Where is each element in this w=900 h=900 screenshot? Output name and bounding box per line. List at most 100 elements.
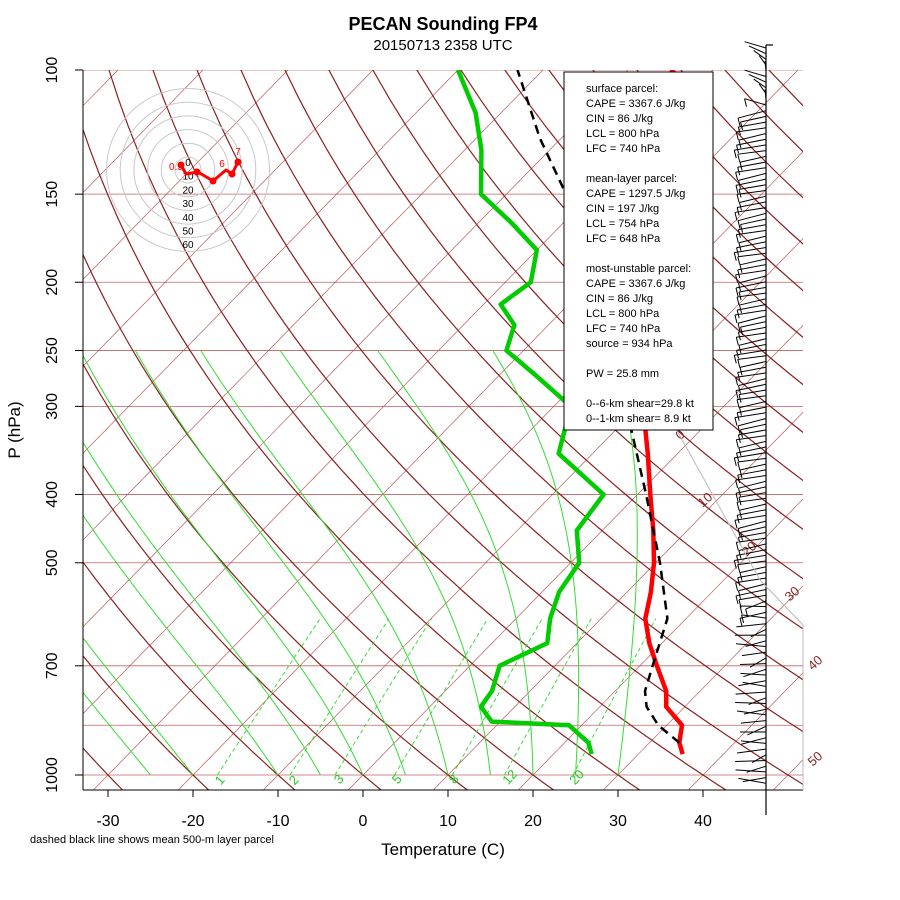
wind-barb [735,691,767,695]
dry-adiabat-label: 30 [782,583,803,604]
hodograph-ring [160,142,216,198]
wind-barb-flag [738,394,742,403]
wind-barb [738,184,767,190]
hodograph-ring-label: 50 [182,227,194,238]
isotherm-line [83,70,289,280]
wind-barb [737,264,767,271]
x-tick-label: 0 [359,813,368,830]
wind-barb [738,326,767,333]
dry-adiabat-label: 10 [695,489,716,510]
moist-adiabat [83,441,321,776]
wind-barb [736,643,767,647]
mixing-ratio-label: 5 [389,771,405,786]
wind-barb [744,69,767,77]
wind-barb-flag [735,582,739,591]
wind-barb [740,423,767,431]
isotherm-line [83,70,544,541]
dry-adiabat [196,70,803,733]
hodograph-point-label: 0.5 [169,162,183,173]
wind-barb [747,725,767,736]
wind-barb [740,740,767,744]
isotherm-line [83,70,374,367]
wind-barb [736,446,767,454]
wind-barb [735,372,767,378]
stats-line: PW = 25.8 mm [586,368,659,380]
wind-barb [737,571,767,579]
mixing-ratio-label: 2 [286,772,302,787]
wind-barb [738,235,767,244]
wind-barb-flag [736,296,740,306]
dry-adiabat [83,464,382,790]
y-tick-label: 150 [44,181,61,208]
wind-barb-flag [735,234,739,243]
moist-adiabat [134,350,406,776]
hodograph-point-label: 6 [219,159,225,170]
wind-barb [735,178,767,186]
wind-barb-flag [739,605,743,615]
wind-barb-flag [735,172,739,181]
isotherm-line [858,70,900,790]
wind-barb-flag [733,355,737,364]
wind-barb [740,663,767,666]
wind-barb [742,777,767,783]
y-axis-label: P (hPa) [5,401,24,458]
wind-barb [735,269,767,276]
wind-barb [736,395,767,401]
wind-barb [739,361,767,368]
wind-barb-flag [737,229,741,238]
stats-line: CAPE = 3367.6 J/kg [586,278,685,290]
wind-barb [736,241,767,249]
y-tick-label: 1000 [44,757,61,793]
wind-barb [741,737,767,745]
wind-barb [736,229,767,236]
hodograph: 0 10 20 30 40 50 60 76 0.5 [106,88,270,252]
isotherm-line [83,70,459,454]
x-tick-label: -20 [181,813,204,830]
wind-barb-flag [735,493,739,502]
chart-title: PECAN Sounding FP4 [349,14,538,34]
wind-barb [736,343,767,351]
wind-barb [744,98,767,106]
wind-barb-flag [735,542,739,551]
hodograph-ring-label: 20 [182,185,194,196]
dry-adiabat [108,70,727,790]
hodograph-point [177,161,185,169]
wind-barb-flag [736,194,740,203]
wind-barb [736,623,767,628]
dry-adiabat [83,654,210,790]
dry-adiabat [724,70,803,153]
dry-adiabat-label: 50 [805,748,826,769]
wind-barb [737,304,767,311]
mixing-ratio-label: 3 [331,771,347,786]
stats-line: CIN = 86 J/kg [586,293,653,305]
wind-barb [734,514,767,521]
wind-barb [749,657,767,668]
wind-barb [740,526,767,533]
hodograph-ring [174,156,202,184]
footnote: dashed black line shows mean 500-m layer… [30,834,274,846]
wind-barb [744,41,767,49]
wind-barb-flag [738,291,742,301]
wind-barb [734,144,767,151]
hodograph-ring-label: 60 [182,240,194,251]
wind-barb-flag [737,220,741,229]
dry-adiabat [813,70,900,790]
y-tick-label: 700 [44,652,61,679]
wind-barb [736,537,767,543]
isotherm-line [518,498,803,790]
dewpoint-profile [455,70,606,755]
moist-adiabat [83,637,194,776]
wind-barb [734,309,767,316]
dry-adiabat [328,70,803,580]
wind-barb-flag [737,461,741,471]
wind-barb-flag [735,185,739,194]
wind-barb [734,554,767,561]
wind-barb-flag [734,417,738,426]
mixing-ratio-label: 1 [212,772,228,787]
dry-adiabat [680,70,803,199]
mixing-ratio-line [451,618,543,776]
wind-barb [737,150,767,155]
wind-barb [738,532,767,538]
hodograph-ring-label: 30 [182,199,194,210]
